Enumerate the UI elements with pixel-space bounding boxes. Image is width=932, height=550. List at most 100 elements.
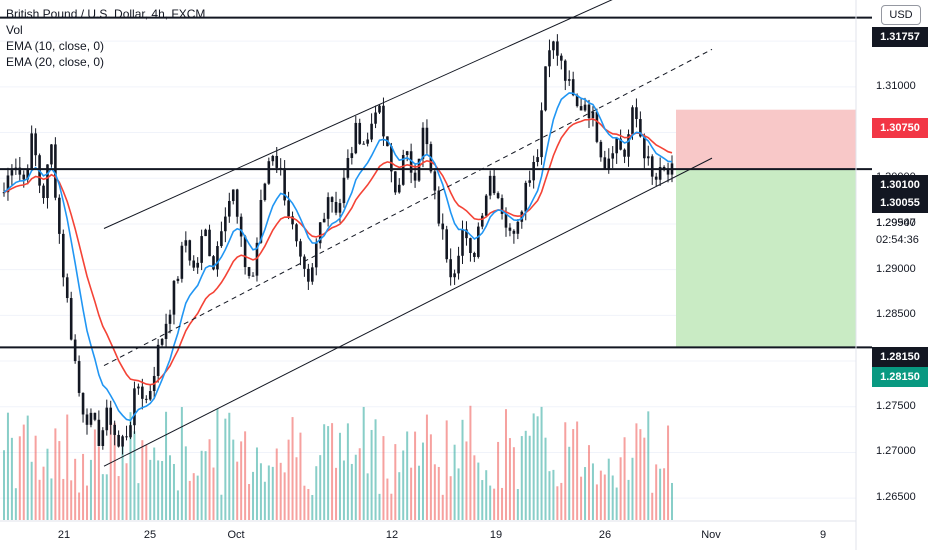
- volume-bar: [42, 466, 45, 520]
- volume-bar: [165, 411, 168, 520]
- candle-body: [480, 215, 484, 227]
- volume-bar: [240, 441, 243, 520]
- candle-body: [457, 255, 460, 274]
- ema20-indicator-label[interactable]: EMA (20, close, 0): [6, 55, 105, 69]
- candle-body: [50, 144, 53, 165]
- candle-body: [405, 151, 409, 156]
- candle-body: [81, 392, 85, 415]
- candle-body: [93, 412, 97, 420]
- candle-body: [65, 277, 69, 299]
- candle-body: [627, 134, 630, 157]
- volume-bar: [208, 439, 211, 520]
- candle-body: [326, 197, 330, 219]
- candle-body: [587, 104, 591, 119]
- candle-body: [346, 158, 350, 178]
- candle-body: [575, 95, 579, 107]
- volume-bar: [319, 455, 322, 520]
- volume-bar: [89, 459, 92, 520]
- volume-bar: [560, 482, 563, 520]
- candle-body: [216, 246, 219, 270]
- candle-body: [615, 138, 618, 154]
- volume-bar: [295, 457, 298, 520]
- ema10-indicator-label[interactable]: EMA (10, close, 0): [6, 39, 105, 53]
- volume-bar: [599, 470, 602, 520]
- channel-upper-line: [103, 0, 613, 229]
- volume-bar: [335, 467, 338, 520]
- volume-bar: [445, 420, 448, 520]
- volume-bar: [659, 468, 662, 520]
- volume-bar: [418, 465, 421, 520]
- level-badge-top: 1.31757: [872, 27, 928, 47]
- volume-bar: [78, 492, 81, 520]
- candle-body: [271, 155, 275, 162]
- candle-body: [73, 339, 77, 362]
- volume-bar: [121, 442, 124, 520]
- ema10-line: [3, 92, 673, 422]
- price-tick: 1.28500: [876, 308, 916, 321]
- candle-body: [129, 425, 132, 438]
- candle-body: [378, 105, 381, 113]
- volume-bar: [30, 461, 33, 520]
- candle-body: [453, 273, 456, 278]
- currency-button[interactable]: USD: [881, 5, 921, 25]
- volume-bar: [576, 421, 579, 520]
- volume-bar: [97, 446, 100, 520]
- candle-body: [192, 260, 196, 268]
- candle-body: [461, 229, 464, 256]
- volume-bar: [532, 413, 535, 520]
- time-tick: 26: [598, 529, 612, 541]
- volume-bar: [109, 409, 112, 520]
- candle-body: [228, 201, 231, 217]
- candle-body: [370, 123, 373, 140]
- volume-bar: [22, 424, 25, 520]
- countdown-price: 1.29947: [876, 217, 916, 229]
- candle-body: [26, 169, 30, 180]
- volume-bar: [607, 458, 610, 520]
- candle-body: [322, 218, 326, 223]
- volume-bar: [433, 464, 436, 520]
- volume-indicator-label[interactable]: Vol: [6, 23, 23, 37]
- volume-bar: [647, 411, 650, 520]
- candle-body: [658, 166, 662, 180]
- candle-body: [528, 180, 532, 183]
- candle-body: [231, 189, 235, 202]
- candle-body: [366, 139, 369, 144]
- volume-bar: [477, 462, 480, 520]
- volume-bar: [671, 482, 673, 520]
- candle-body: [243, 236, 247, 268]
- candle-body: [224, 216, 227, 232]
- candlesticks: [2, 34, 674, 455]
- candle-body: [34, 133, 37, 156]
- candle-body: [22, 174, 26, 180]
- volume-bar: [508, 438, 511, 520]
- candle-body: [540, 110, 543, 158]
- candle-body: [409, 151, 413, 173]
- volume-bar: [117, 476, 120, 520]
- volume-bar: [271, 466, 274, 520]
- volume-bar: [619, 457, 622, 520]
- candle-body: [567, 79, 571, 81]
- volume-bar: [410, 467, 413, 520]
- volume-bar: [267, 465, 270, 520]
- candle-body: [61, 233, 65, 278]
- candle-body: [188, 240, 192, 261]
- volume-bar: [536, 416, 539, 520]
- volume-bar: [358, 448, 361, 520]
- volume-bar: [591, 463, 594, 520]
- volume-bar: [643, 437, 646, 520]
- channel-lower-line: [103, 157, 713, 467]
- candle-body: [449, 259, 452, 278]
- candle-body: [425, 127, 429, 145]
- volume-bar: [26, 415, 29, 520]
- candle-body: [212, 256, 215, 270]
- channel-mid-line: [103, 48, 713, 367]
- candle-body: [208, 229, 211, 257]
- volume-bar: [378, 493, 381, 520]
- volume-bar: [497, 441, 500, 520]
- volume-bar: [429, 434, 432, 520]
- candle-body: [220, 231, 223, 247]
- time-tick: 19: [489, 529, 503, 541]
- volume-bar: [180, 407, 183, 520]
